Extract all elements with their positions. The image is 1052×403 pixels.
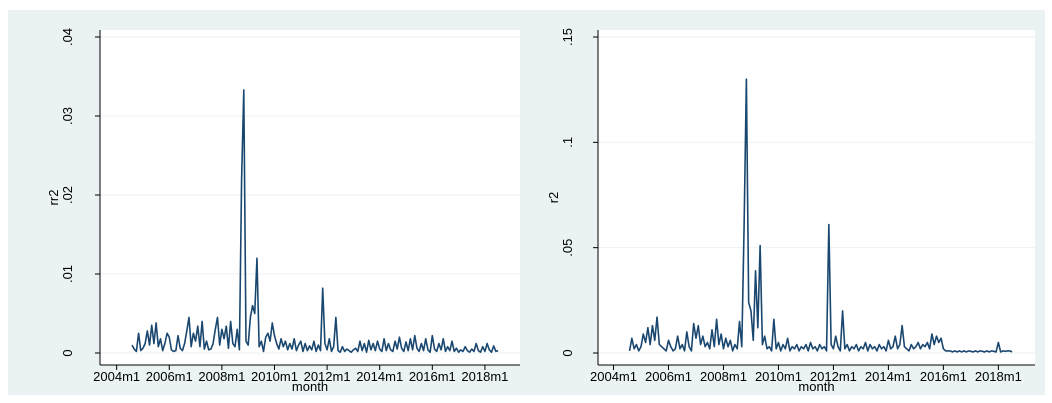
x-tick-label: 2004m1	[590, 369, 637, 384]
x-tick-label: 2012m1	[810, 369, 857, 384]
x-tick-label: 2012m1	[304, 369, 351, 384]
x-tick-label: 2008m1	[198, 369, 245, 384]
x-tick-label: 2008m1	[700, 369, 747, 384]
x-axis-title: month	[292, 379, 328, 394]
y-tick-label: .01	[60, 265, 75, 283]
x-tick-label: 2014m1	[356, 369, 403, 384]
y-tick-label: .02	[60, 186, 75, 204]
y-tick-label: 0	[560, 349, 575, 356]
y-tick-label: .04	[60, 28, 75, 46]
x-tick-label: 2014m1	[865, 369, 912, 384]
y-tick-label: .15	[560, 28, 575, 46]
x-tick-label: 2004m1	[93, 369, 140, 384]
x-tick-label: 2010m1	[755, 369, 802, 384]
plot-region	[100, 30, 520, 365]
y-tick-label: .03	[60, 107, 75, 125]
y-tick-label: .05	[560, 239, 575, 257]
x-tick-label: 2006m1	[146, 369, 193, 384]
x-tick-label: 2010m1	[251, 369, 298, 384]
y-tick-label: .1	[560, 137, 575, 148]
data-line	[628, 78, 1013, 353]
x-tick-label: 2018m1	[461, 369, 508, 384]
plot-region	[598, 30, 1035, 365]
y-axis-title: rr2	[46, 190, 61, 206]
y-axis-title: r2	[546, 192, 561, 204]
x-tick-label: 2006m1	[645, 369, 692, 384]
x-tick-label: 2016m1	[920, 369, 967, 384]
data-line	[131, 89, 499, 354]
x-tick-label: 2018m1	[975, 369, 1022, 384]
x-tick-label: 2016m1	[409, 369, 456, 384]
x-axis-title: month	[798, 379, 834, 394]
y-tick-label: 0	[60, 349, 75, 356]
